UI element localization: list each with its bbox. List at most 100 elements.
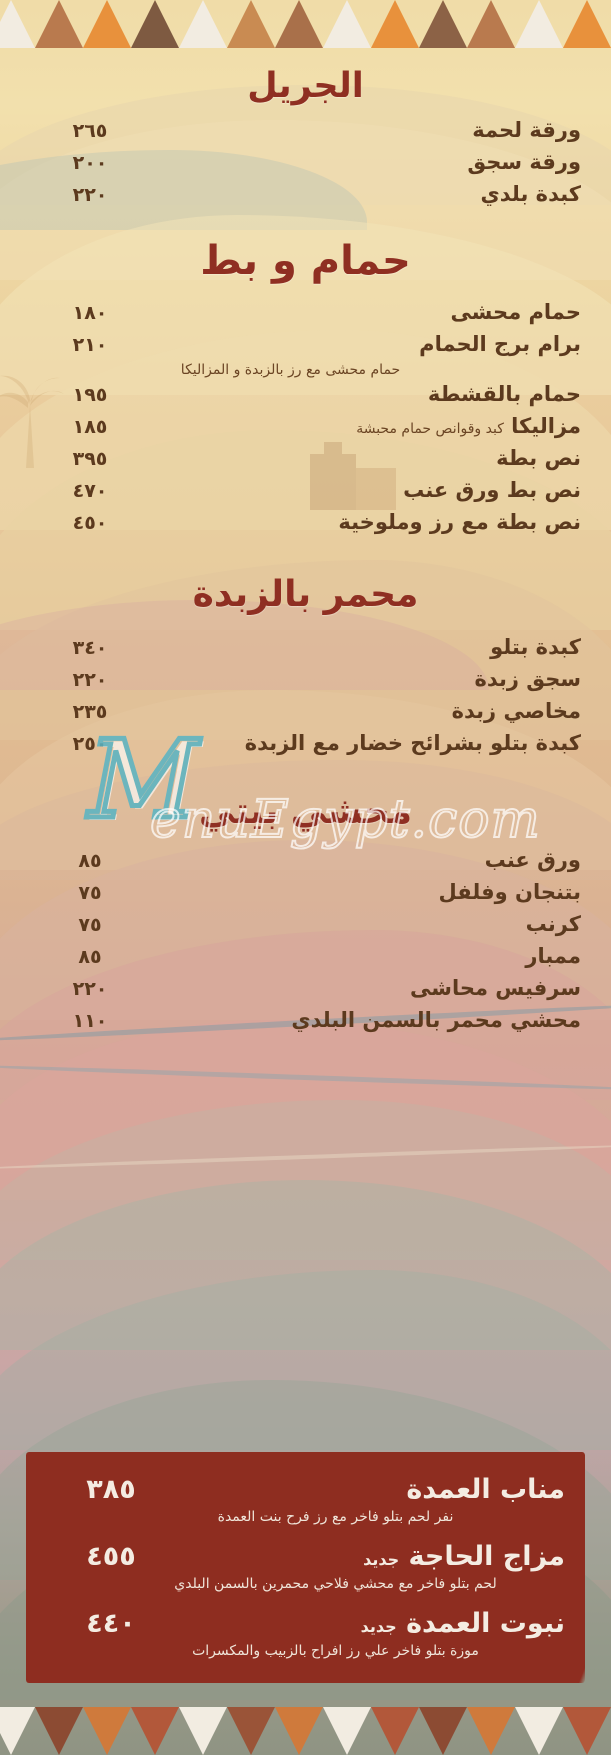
menu-item-price: ٢٣٥ (72, 701, 108, 723)
menu-item-name: نص بط ورق عنب (403, 478, 581, 502)
zigzag-triangle (227, 0, 275, 48)
menu-item-price: ١٨٠ (72, 302, 108, 324)
menu-section-grill: الجريل ورقة لحمة ٢٦٥ ورقة سجق ٢٠٠ كبدة ب… (26, 66, 585, 212)
menu-item-row[interactable]: نص بط ورق عنب ٤٧٠ (26, 478, 585, 508)
menu-item-row[interactable]: حمام محشى ١٨٠ (26, 300, 585, 330)
menu-item-name: محشي محمر بالسمن البلدي (291, 1008, 581, 1032)
offer-header: مناب العمدة ٣٨٥ (46, 1474, 565, 1505)
menu-item-price: ٧٥ (78, 882, 102, 904)
menu-item-row[interactable]: بتنجان وفلفل ٧٥ (26, 880, 585, 910)
zigzag-triangle (467, 1707, 515, 1755)
menu-item-row[interactable]: ورقة لحمة ٢٦٥ (26, 118, 585, 148)
menu-item-row[interactable]: كبدة بتلو ٣٤٠ (26, 635, 585, 665)
offer-title: مزاج الحاجة (408, 1541, 565, 1572)
zigzag-triangle (35, 0, 83, 48)
menu-item-row[interactable]: كبدة بلدي ٢٢٠ (26, 182, 585, 212)
zigzag-triangle (419, 1707, 467, 1755)
menu-item-subtitle: كبد وقوانص حمام محبشة (356, 421, 504, 437)
section-title: حمام و بط (200, 238, 411, 284)
offer-header: مزاج الحاجة جديد ٤٥٥ (46, 1541, 565, 1572)
menu-section-butter-fried: محمر بالزبدة كبدة بتلو ٣٤٠ سجق زبدة ٢٢٠ … (26, 574, 585, 761)
menu-item-price: ٢١٠ (72, 334, 108, 356)
offer-item[interactable]: مزاج الحاجة جديد ٤٥٥ لحم بتلو فاخر مع مح… (46, 1541, 565, 1592)
zigzag-triangle (563, 1707, 611, 1755)
menu-item-name: نص بطة (496, 446, 581, 470)
offer-item[interactable]: نبوت العمدة جديد ٤٤٠ موزة بتلو فاخر علي … (46, 1608, 565, 1659)
zigzag-triangle (515, 0, 563, 48)
menu-item-name: برام برج الحمام (419, 332, 581, 356)
zigzag-border-bottom (0, 1707, 611, 1755)
menu-item-price: ١٩٥ (72, 384, 108, 406)
menu-item-row[interactable]: ممبار ٨٥ (26, 944, 585, 974)
zigzag-triangle (515, 1707, 563, 1755)
menu-item-name: حمام محشى (450, 300, 581, 324)
offer-description: نفر لحم بتلو فاخر مع رز فرح بنت العمدة (217, 1509, 454, 1525)
menu-item-name: مزاليكا كبد وقوانص حمام محبشة (150, 414, 581, 438)
menu-item-row[interactable]: ورقة سجق ٢٠٠ (26, 150, 585, 180)
offer-description: لحم بتلو فاخر مع محشي فلاحي محمرين بالسم… (174, 1576, 497, 1592)
menu-item-row[interactable]: سرفيس محاشى ٢٢٠ (26, 976, 585, 1006)
menu-item-name: ممبار (525, 944, 581, 968)
menu-item-row[interactable]: كرنب ٧٥ (26, 912, 585, 942)
zigzag-border-top (0, 0, 611, 48)
offer-name: مناب العمدة (176, 1474, 565, 1505)
offer-tag: جديد (363, 1550, 400, 1569)
menu-item-name: ورق عنب (484, 848, 581, 872)
menu-item-row[interactable]: نص بطة مع رز وملوخية ٤٥٠ (26, 510, 585, 540)
zigzag-triangle (131, 1707, 179, 1755)
menu-item-price: ٢٠٠ (72, 152, 108, 174)
zigzag-triangle (131, 0, 179, 48)
menu-item-row[interactable]: مزاليكا كبد وقوانص حمام محبشة ١٨٥ (26, 414, 585, 444)
menu-item-price: ٨٥ (78, 946, 102, 968)
menu-item-price: ١٨٥ (72, 416, 108, 438)
zigzag-triangle (0, 1707, 35, 1755)
menu-item-name: كبدة بتلو (490, 635, 581, 659)
zigzag-triangle (83, 1707, 131, 1755)
offer-price: ٣٨٥ (86, 1474, 136, 1505)
section-title: محمر بالزبدة (192, 574, 419, 615)
menu-item-row[interactable]: مخاصي زبدة ٢٣٥ (26, 699, 585, 729)
offer-price: ٤٤٠ (86, 1608, 136, 1639)
building-silhouette (300, 430, 420, 514)
menu-item-price: ٢٥٠ (72, 733, 108, 755)
offer-price: ٤٥٥ (86, 1541, 136, 1572)
zigzag-triangle (467, 0, 515, 48)
menu-item-row[interactable]: سجق زبدة ٢٢٠ (26, 667, 585, 697)
menu-item-price: ٢٢٠ (72, 978, 108, 1000)
menu-item-name: كبدة بتلو بشرائح خضار مع الزبدة (244, 731, 581, 755)
zigzag-triangle (35, 1707, 83, 1755)
zigzag-triangle (179, 0, 227, 48)
special-offers-panel: مناب العمدة ٣٨٥ نفر لحم بتلو فاخر مع رز … (26, 1446, 585, 1683)
menu-section-pigeon-duck: حمام و بط حمام محشى ١٨٠ برام برج الحمام … (26, 238, 585, 540)
offer-title: نبوت العمدة (406, 1608, 565, 1639)
menu-item-price: ٤٥٠ (72, 512, 108, 534)
zigzag-triangle (371, 0, 419, 48)
zigzag-triangle (323, 0, 371, 48)
section-title: محشي بيتي (198, 791, 413, 832)
menu-item-name: كبدة بلدي (480, 182, 581, 206)
zigzag-triangle (179, 1707, 227, 1755)
menu-item-name: مخاصي زبدة (451, 699, 581, 723)
offer-tag: جديد (360, 1617, 397, 1636)
zigzag-triangle (275, 1707, 323, 1755)
menu-item-row[interactable]: كبدة بتلو بشرائح خضار مع الزبدة ٢٥٠ (26, 731, 585, 761)
menu-item-row[interactable]: ورق عنب ٨٥ (26, 848, 585, 878)
menu-item-price: ٢٢٠ (72, 669, 108, 691)
offer-title: مناب العمدة (406, 1474, 565, 1505)
menu-item-row[interactable]: برام برج الحمام ٢١٠ (26, 332, 585, 362)
menu-item-description: حمام محشى مع رز بالزبدة و المزاليكا (180, 362, 401, 378)
menu-item-row[interactable]: نص بطة ٣٩٥ (26, 446, 585, 476)
menu-item-price: ٨٥ (78, 850, 102, 872)
menu-item-name: حمام بالقشطة (427, 382, 581, 406)
menu-item-name: ورقة سجق (467, 150, 581, 174)
menu-item-price: ٣٤٠ (72, 637, 108, 659)
zigzag-triangle (83, 0, 131, 48)
offer-item[interactable]: مناب العمدة ٣٨٥ نفر لحم بتلو فاخر مع رز … (46, 1474, 565, 1525)
menu-item-row[interactable]: محشي محمر بالسمن البلدي ١١٠ (26, 1008, 585, 1038)
offer-name: نبوت العمدة جديد (176, 1608, 565, 1639)
zigzag-triangle (0, 0, 35, 48)
menu-item-price: ٣٩٥ (72, 448, 108, 470)
menu-item-row[interactable]: حمام بالقشطة ١٩٥ (26, 382, 585, 412)
